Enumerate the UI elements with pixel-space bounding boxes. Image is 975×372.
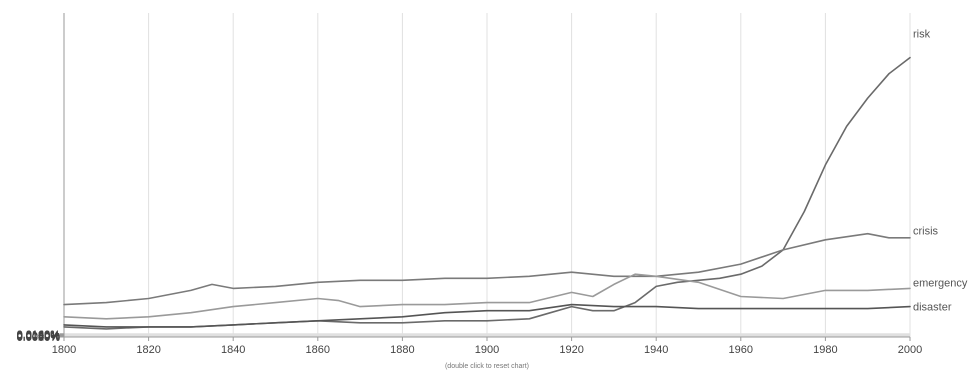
axes: [60, 13, 911, 341]
x-tick-label: 1900: [475, 344, 499, 356]
x-tick-label: 1920: [559, 344, 583, 356]
x-tick-label: 1840: [221, 344, 245, 356]
y-tick-label: 0.0120%: [17, 330, 61, 342]
x-tick-label: 1940: [644, 344, 668, 356]
y-tick-label: 0.0160%: [17, 329, 61, 341]
tick-labels: 1800 1820 1840 1860 1880 1900 1920 1940 1960 1980…: [17, 329, 923, 356]
series-label-emergency: emergency: [913, 277, 968, 289]
series-line-disaster[interactable]: [63, 303, 911, 328]
x-tick-label: 1960: [729, 344, 753, 356]
series-label-disaster: disaster: [913, 302, 952, 314]
x-tick-label: 1880: [390, 344, 414, 356]
x-tick-label: 1820: [136, 344, 160, 356]
y-tick-label: 0.0040%: [17, 331, 61, 343]
series-line-crisis[interactable]: [63, 232, 911, 306]
series-line-emergency[interactable]: [63, 273, 911, 320]
x-tick-label: 1800: [52, 344, 76, 356]
series-lines: [63, 56, 911, 330]
series-labels: risk crisis emergency disaster: [913, 28, 968, 313]
y-tick-label: 0.0020%: [17, 332, 61, 344]
y-tick-label: 0.0140%: [17, 329, 61, 341]
y-tick-label: 0.0060%: [17, 331, 61, 343]
series-label-risk: risk: [913, 28, 931, 40]
x-tick-label: 1980: [813, 344, 837, 356]
y-tick-label: 0.0080%: [17, 330, 61, 342]
series-label-crisis: crisis: [913, 226, 939, 238]
x-tick-label: 1860: [306, 344, 330, 356]
reset-chart-hint: (double click to reset chart): [445, 363, 529, 370]
y-tick-label: 0.0000%: [17, 332, 61, 344]
x-tick-label: 2000: [898, 344, 922, 356]
grid: [63, 13, 911, 338]
y-tick-label: 0.0100%: [17, 330, 61, 342]
